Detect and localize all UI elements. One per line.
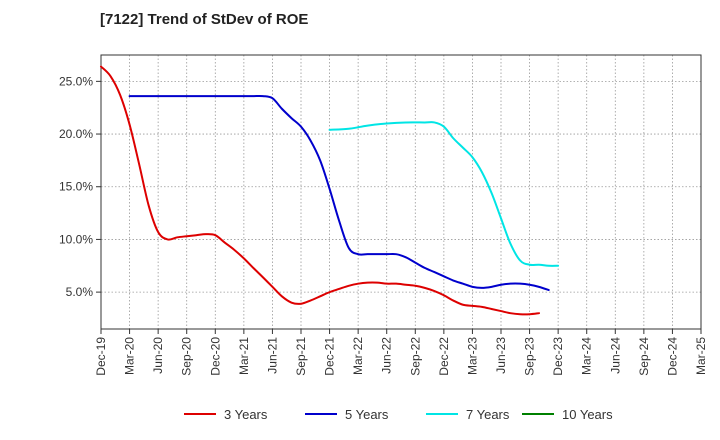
x-tick-label: Sep-23 [523, 337, 537, 376]
x-tick-label: Jun-22 [380, 337, 394, 374]
series-line-1 [128, 94, 550, 292]
y-tick-label: 20.0% [59, 127, 93, 141]
x-tick-label: Sep-24 [637, 337, 651, 376]
x-tick-label: Dec-23 [551, 337, 565, 376]
series-line-0 [100, 65, 540, 316]
x-tick-label: Sep-20 [180, 337, 194, 376]
x-axis-ticks: Dec-19 Mar-20 Jun-20 Sep-20 Dec-20 Mar-21 Jun-… [94, 329, 708, 376]
series-lines [100, 65, 560, 316]
legend-label-1: 5 Years [345, 407, 389, 422]
x-tick-label: Mar-24 [580, 337, 594, 375]
x-tick-label: Mar-23 [465, 337, 479, 375]
legend-label-2: 7 Years [466, 407, 510, 422]
plot-frame [100, 54, 702, 330]
legend: 3 Years 5 Years 7 Years 10 Years [184, 407, 613, 422]
y-tick-label: 5.0% [66, 285, 94, 299]
x-tick-label: Dec-22 [437, 337, 451, 376]
legend-label-3: 10 Years [562, 407, 613, 422]
x-tick-label: Mar-21 [237, 337, 251, 375]
x-tick-label: Dec-24 [665, 337, 679, 376]
x-tick-label: Jun-23 [494, 337, 508, 374]
x-tick-label: Dec-20 [208, 337, 222, 376]
x-tick-label: Mar-20 [123, 337, 137, 375]
x-tick-label: Mar-25 [694, 337, 708, 375]
y-tick-label: 25.0% [59, 74, 93, 88]
x-tick-label: Dec-21 [323, 337, 337, 376]
grid-lines [101, 55, 701, 329]
x-tick-label: Jun-21 [265, 337, 279, 374]
x-tick-label: Jun-20 [151, 337, 165, 374]
x-tick-label: Sep-21 [294, 337, 308, 376]
y-tick-label: 10.0% [59, 232, 93, 246]
chart-title: [7122] Trend of StDev of ROE [100, 11, 308, 28]
x-tick-label: Sep-22 [408, 337, 422, 376]
series-line-2 [328, 121, 560, 267]
x-tick-label: Mar-22 [351, 337, 365, 375]
x-tick-label: Dec-19 [94, 337, 108, 376]
x-tick-label: Jun-24 [608, 337, 622, 374]
legend-label-0: 3 Years [224, 407, 268, 422]
y-axis-ticks: 5.0% 10.0% 15.0% 20.0% 25.0% [59, 74, 101, 299]
y-tick-label: 15.0% [59, 180, 93, 194]
